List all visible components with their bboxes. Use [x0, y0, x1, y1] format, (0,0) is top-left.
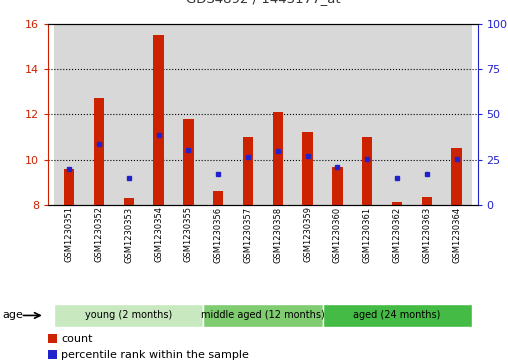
- Bar: [144, 24, 173, 205]
- Text: middle aged (12 months): middle aged (12 months): [201, 310, 325, 321]
- Bar: [203, 24, 233, 205]
- Bar: [183, 119, 194, 205]
- Bar: [114, 24, 144, 205]
- Bar: [293, 24, 323, 205]
- Bar: [233, 24, 263, 205]
- Text: count: count: [61, 334, 92, 344]
- Bar: [64, 169, 74, 205]
- Bar: [452, 148, 462, 205]
- Bar: [153, 35, 164, 205]
- Bar: [93, 98, 104, 205]
- Bar: [422, 197, 432, 205]
- Bar: [323, 24, 353, 205]
- Text: GDS4892 / 1443177_at: GDS4892 / 1443177_at: [185, 0, 340, 5]
- Bar: [332, 167, 342, 205]
- Bar: [442, 24, 471, 205]
- FancyBboxPatch shape: [54, 304, 203, 327]
- FancyBboxPatch shape: [323, 304, 471, 327]
- Bar: [412, 24, 442, 205]
- Bar: [302, 132, 313, 205]
- Text: aged (24 months): aged (24 months): [354, 310, 441, 321]
- Bar: [213, 192, 224, 205]
- Text: young (2 months): young (2 months): [85, 310, 172, 321]
- Bar: [84, 24, 114, 205]
- Bar: [54, 24, 84, 205]
- Bar: [392, 202, 402, 205]
- Bar: [263, 24, 293, 205]
- Bar: [243, 137, 253, 205]
- Bar: [362, 137, 372, 205]
- Bar: [353, 24, 382, 205]
- Bar: [382, 24, 412, 205]
- FancyBboxPatch shape: [203, 304, 323, 327]
- Bar: [273, 112, 283, 205]
- Text: age: age: [3, 310, 23, 321]
- Bar: [173, 24, 203, 205]
- Text: percentile rank within the sample: percentile rank within the sample: [61, 350, 249, 360]
- Bar: [123, 198, 134, 205]
